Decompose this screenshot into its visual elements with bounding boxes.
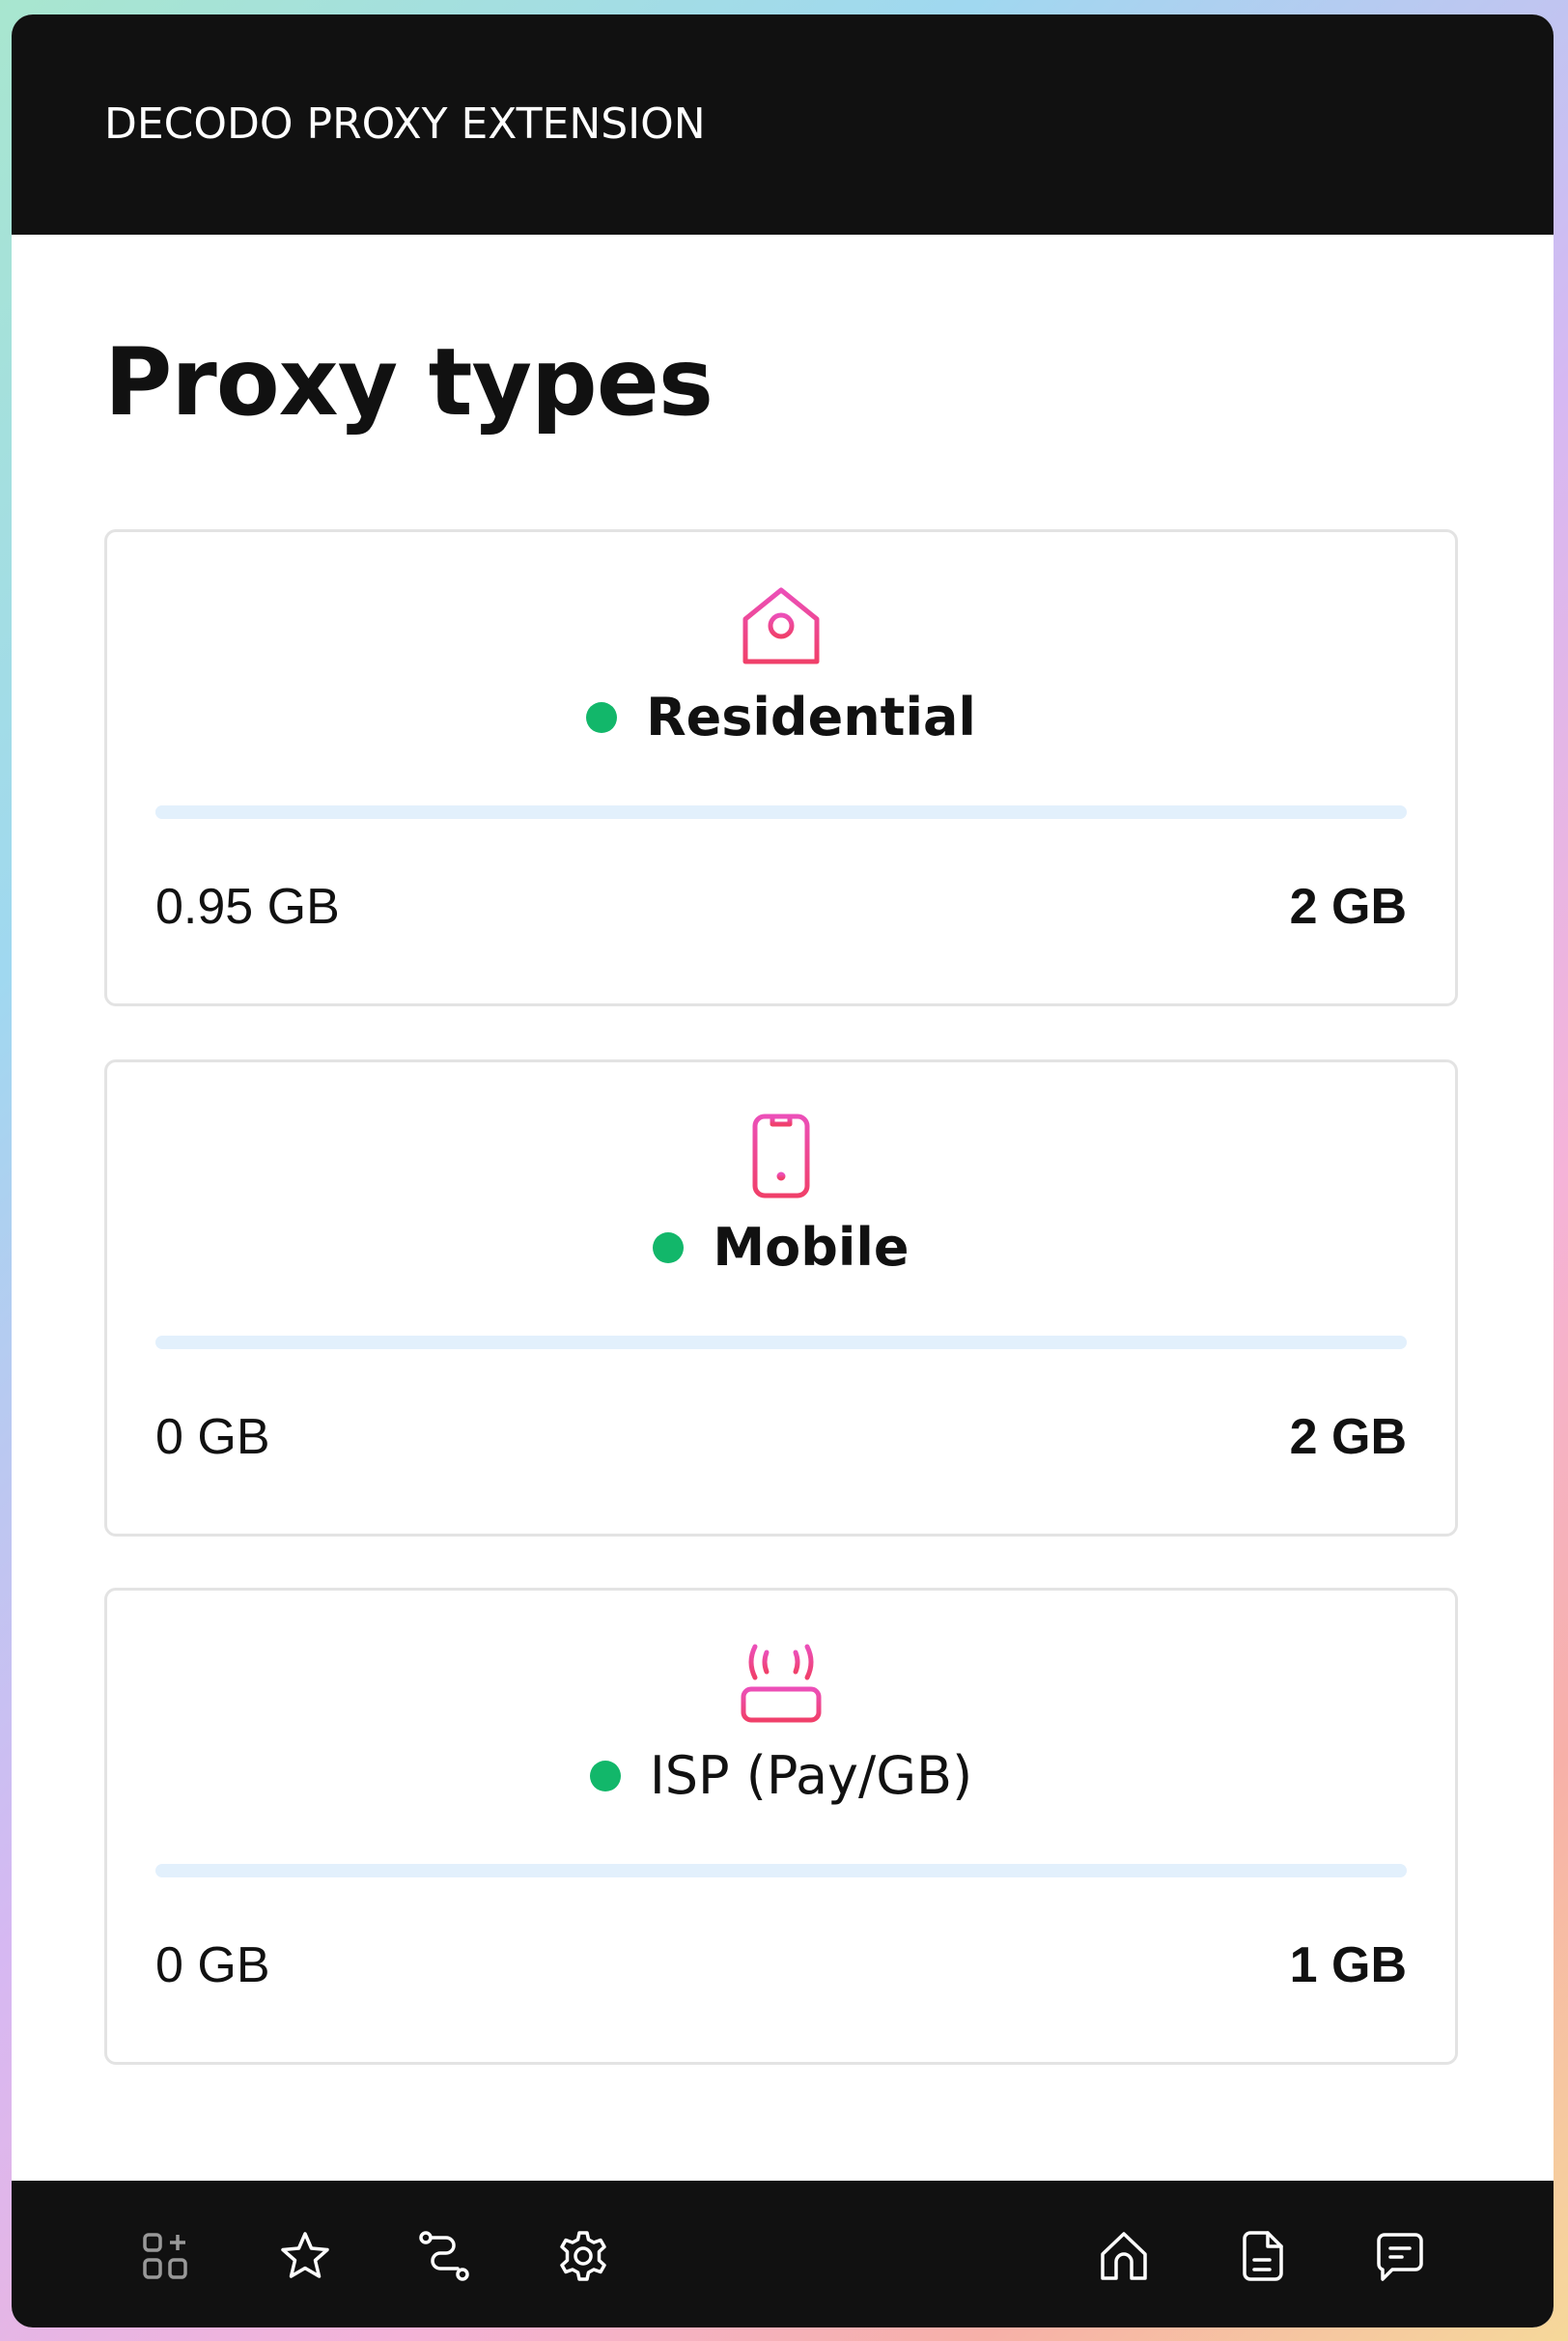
status-dot <box>653 1231 685 1263</box>
gear-icon[interactable] <box>556 2229 610 2283</box>
proxy-name: ISP (Pay/GB) <box>649 1745 973 1806</box>
route-icon[interactable] <box>417 2229 471 2283</box>
status-dot <box>589 1760 621 1791</box>
proxy-card-mobile[interactable]: Mobile 0 GB 2 GB <box>104 1059 1458 1537</box>
home-icon[interactable] <box>1097 2229 1151 2283</box>
usage-bar <box>155 1336 1407 1349</box>
chat-icon[interactable] <box>1373 2229 1427 2283</box>
header: DECODO PROXY EXTENSION <box>12 14 1554 235</box>
proxy-card-isp[interactable]: ISP (Pay/GB) 0 GB 1 GB <box>104 1588 1458 2065</box>
total-amount: 2 GB <box>1289 1409 1407 1465</box>
status-dot <box>586 701 618 733</box>
router-icon <box>738 1641 825 1728</box>
used-amount: 0.95 GB <box>155 879 340 935</box>
usage-bar <box>155 805 1407 819</box>
usage-bar <box>155 1864 1407 1877</box>
proxy-name: Mobile <box>713 1217 910 1278</box>
star-icon[interactable] <box>278 2229 332 2283</box>
proxy-card-residential[interactable]: Residential 0.95 GB 2 GB <box>104 529 1458 1006</box>
total-amount: 2 GB <box>1289 879 1407 935</box>
used-amount: 0 GB <box>155 1409 270 1465</box>
phone-icon <box>738 1113 825 1199</box>
page-title: Proxy types <box>104 328 714 437</box>
usage-fill <box>155 805 750 819</box>
house-icon <box>738 582 825 669</box>
total-amount: 1 GB <box>1289 1937 1407 1993</box>
extension-window: DECODO PROXY EXTENSION Proxy types Resid… <box>12 14 1554 2327</box>
app-title: DECODO PROXY EXTENSION <box>104 99 706 149</box>
proxy-name: Residential <box>646 687 976 747</box>
document-icon[interactable] <box>1235 2229 1289 2283</box>
used-amount: 0 GB <box>155 1937 270 1993</box>
apps-add-icon[interactable] <box>139 2229 193 2283</box>
bottom-nav <box>12 2181 1554 2327</box>
